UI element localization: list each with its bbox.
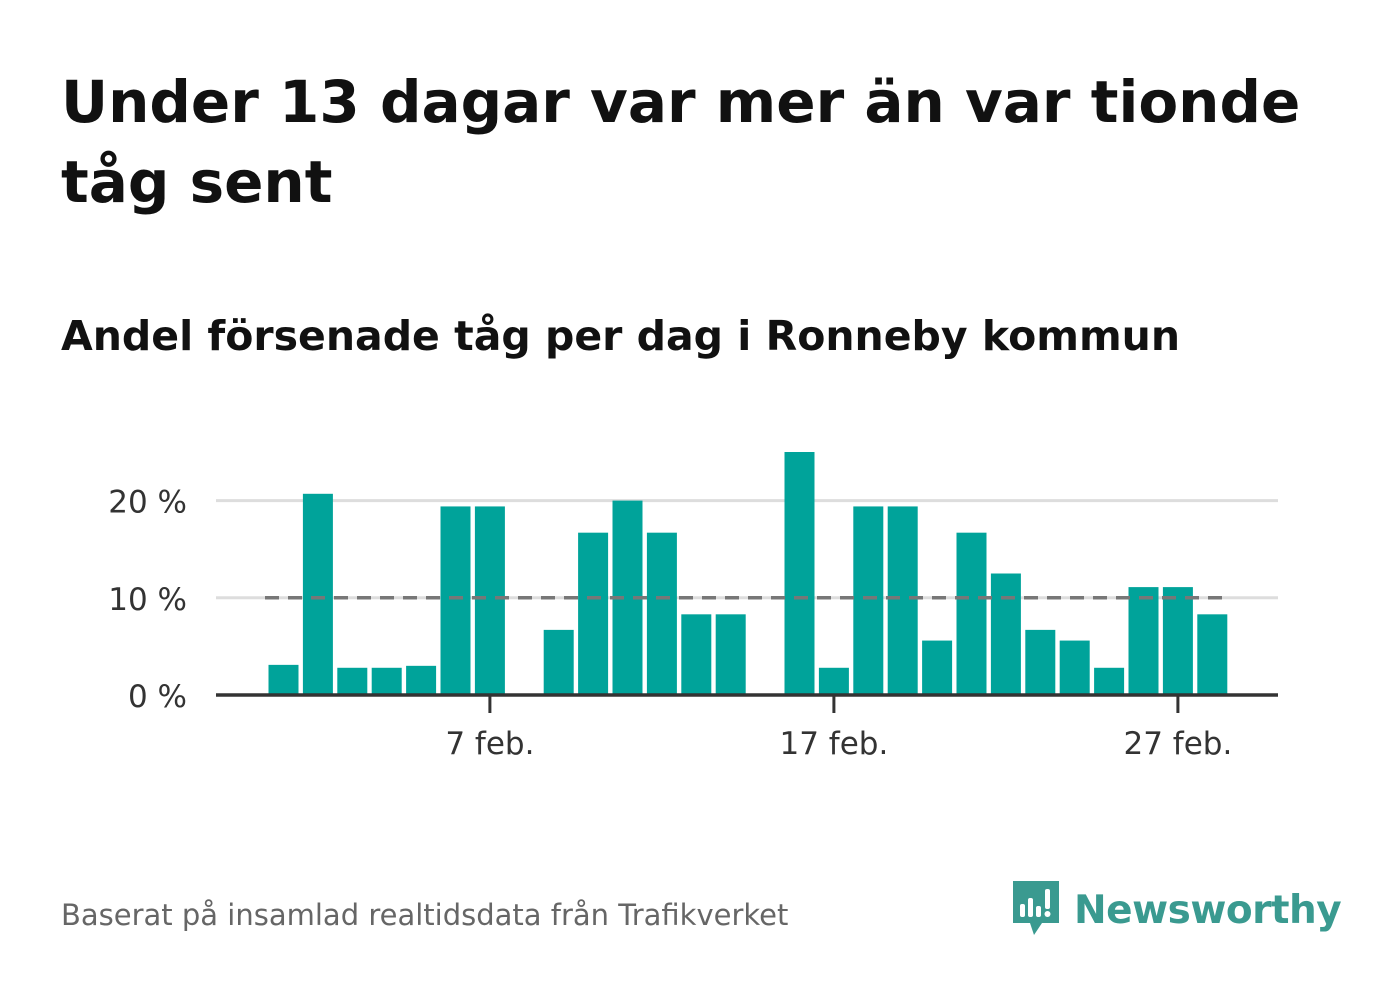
bar xyxy=(646,532,677,695)
newsworthy-logo-icon xyxy=(1010,878,1062,942)
brand-name: Newsworthy xyxy=(1074,887,1342,933)
bar xyxy=(337,667,368,695)
bar xyxy=(887,506,918,695)
bar xyxy=(681,614,712,695)
bar xyxy=(1197,614,1228,695)
bar xyxy=(853,506,884,695)
bar xyxy=(1059,640,1090,695)
bar xyxy=(406,665,437,695)
bar-chart: 0 % 10 % 20 % 7 feb. 17 feb. 27 feb. xyxy=(108,452,1278,762)
brand-logo: Newsworthy xyxy=(1010,878,1342,942)
chart-subtitle: Andel försenade tåg per dag i Ronneby ko… xyxy=(61,312,1181,360)
bar xyxy=(1162,587,1193,695)
source-note: Baserat på insamlad realtidsdata från Tr… xyxy=(61,898,789,932)
bar xyxy=(440,506,471,695)
x-tick-label: 7 feb. xyxy=(445,726,534,762)
y-tick-label: 10 % xyxy=(108,582,187,618)
bar xyxy=(268,664,299,695)
x-tick-label: 27 feb. xyxy=(1123,726,1232,762)
bar xyxy=(1025,629,1056,695)
axes: 0 % 10 % 20 % 7 feb. 17 feb. 27 feb. xyxy=(108,485,1278,762)
bar xyxy=(371,667,402,695)
bar xyxy=(818,667,849,695)
y-tick-label: 0 % xyxy=(128,679,187,715)
bar xyxy=(715,614,746,695)
bar xyxy=(956,532,987,695)
grid-lines xyxy=(216,499,1278,600)
bar xyxy=(302,493,333,695)
bar xyxy=(990,573,1021,695)
bar xyxy=(1128,587,1159,695)
bar xyxy=(922,640,953,695)
bar xyxy=(784,452,815,695)
y-tick-label: 20 % xyxy=(108,485,187,521)
bar xyxy=(1094,667,1125,695)
bar xyxy=(543,629,574,695)
bar xyxy=(578,532,609,695)
x-tick-label: 17 feb. xyxy=(779,726,888,762)
bar xyxy=(474,506,505,695)
bars xyxy=(268,452,1228,695)
chart-title: Under 13 dagar var mer än var tionde tåg… xyxy=(61,68,1301,216)
